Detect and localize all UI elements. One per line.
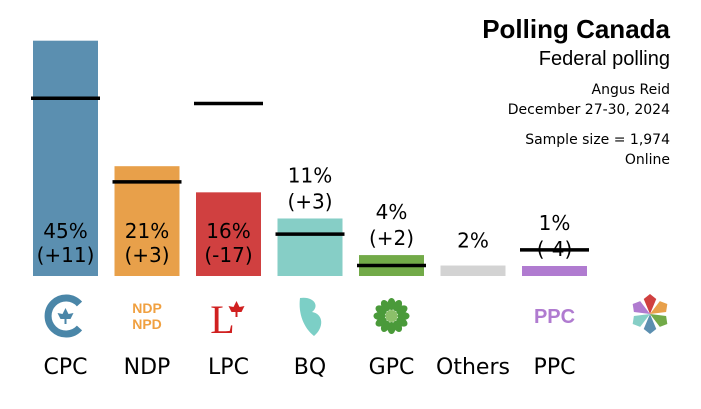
value-label-cpc: 45% [43, 219, 87, 243]
chart-subtitle: Federal polling [538, 48, 670, 70]
change-label-ndp: (+3) [124, 243, 169, 267]
value-label-bq: 11% [288, 163, 332, 187]
cpc-logo-icon [44, 294, 83, 338]
gpc-logo-icon [373, 298, 410, 334]
brand-petal [650, 301, 668, 314]
value-label-ppc: 1% [539, 211, 571, 235]
poll-mode: Online [624, 152, 670, 168]
brand-petal [650, 314, 668, 327]
brand-petal [643, 294, 657, 314]
brand-petal [632, 301, 650, 314]
ndp-logo-icon-french: NPD [132, 316, 162, 332]
brand-petal [632, 314, 650, 327]
bq-logo-icon [299, 297, 322, 336]
pollster-name: Angus Reid [591, 82, 670, 98]
bar-cpc [33, 40, 98, 276]
bar-lpc [196, 192, 261, 276]
ndp-logo-icon: NDP [132, 300, 162, 316]
brand-petal [643, 314, 657, 334]
category-label-others: Others [436, 355, 510, 380]
lpc-maple-leaf-icon [228, 301, 245, 317]
change-label-bq: (+3) [287, 189, 332, 213]
lpc-logo-icon: L [210, 297, 234, 342]
gpc-petal [396, 305, 408, 315]
chart-title: Polling Canada [482, 14, 670, 44]
change-label-ppc: (-4) [537, 237, 573, 261]
change-label-gpc: (+2) [369, 226, 414, 250]
category-label-lpc: LPC [208, 355, 249, 380]
polling-canada-logo-icon [632, 294, 668, 334]
bar-bq [277, 218, 343, 276]
bar-ppc [522, 266, 587, 276]
category-label-bq: BQ [294, 355, 326, 380]
bar-ndp [114, 166, 180, 276]
cpc-maple-leaf-icon [57, 308, 74, 324]
sample-size: Sample size = 1,974 [525, 132, 670, 148]
value-label-others: 2% [457, 229, 489, 253]
poll-dates: December 27-30, 2024 [507, 102, 670, 118]
bar-others [440, 265, 506, 276]
change-label-cpc: (+11) [37, 243, 95, 267]
value-label-ndp: 21% [125, 219, 169, 243]
category-label-cpc: CPC [44, 355, 88, 380]
value-label-lpc: 16% [206, 219, 250, 243]
gpc-center [385, 310, 398, 322]
value-label-gpc: 4% [376, 200, 408, 224]
ppc-logo-icon: PPC [534, 306, 575, 328]
category-label-gpc: GPC [369, 355, 415, 380]
change-label-lpc: (-17) [204, 243, 252, 267]
category-label-ndp: NDP [124, 355, 171, 380]
category-label-ppc: PPC [534, 355, 576, 380]
